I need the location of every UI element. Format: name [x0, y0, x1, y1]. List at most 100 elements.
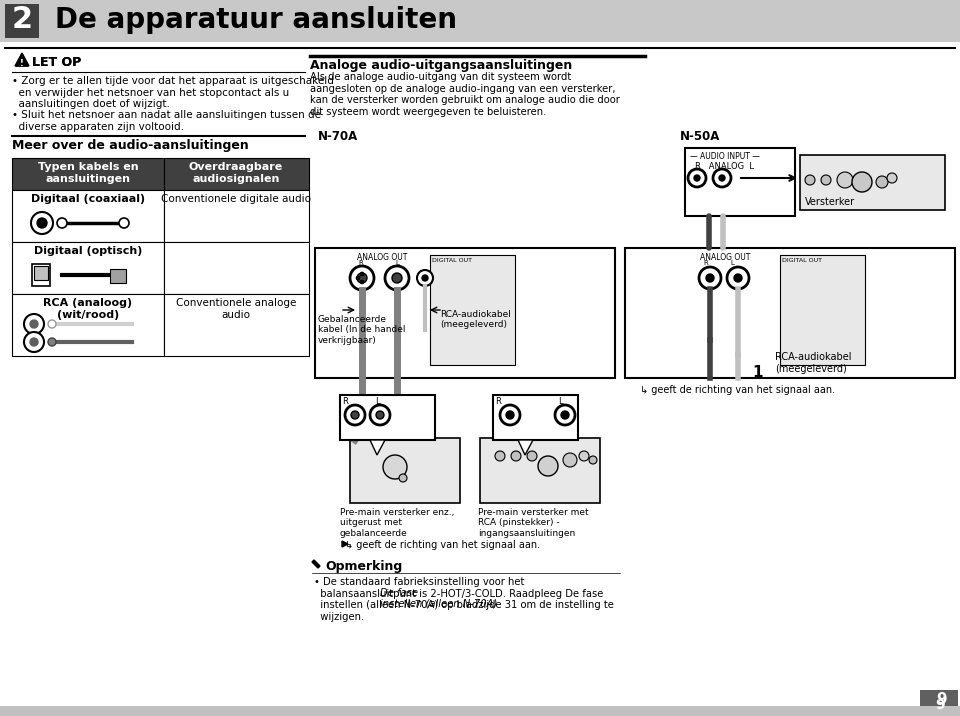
Text: De fase: De fase: [380, 588, 418, 598]
Circle shape: [694, 175, 700, 181]
Circle shape: [351, 411, 359, 419]
Bar: [12, 190, 164, 242]
Text: De apparatuur aansluiten: De apparatuur aansluiten: [55, 6, 457, 34]
Circle shape: [30, 320, 38, 328]
Circle shape: [31, 212, 53, 234]
Circle shape: [527, 451, 537, 461]
Bar: [0, 0, 960, 42]
Bar: [34, 266, 48, 280]
Text: L: L: [730, 260, 733, 266]
Circle shape: [376, 411, 384, 419]
Bar: [625, 248, 955, 378]
Polygon shape: [15, 53, 29, 66]
Text: 9: 9: [936, 692, 947, 707]
Text: Overdraagbare
audiosignalen: Overdraagbare audiosignalen: [189, 162, 283, 183]
Bar: [430, 255, 515, 365]
Bar: [12, 294, 164, 356]
Text: Opmerking: Opmerking: [325, 560, 402, 573]
Circle shape: [30, 338, 38, 346]
Circle shape: [48, 338, 56, 346]
Text: 1: 1: [752, 365, 762, 380]
Circle shape: [357, 273, 367, 283]
Circle shape: [350, 266, 374, 290]
Text: Pre-main versterker met
RCA (pinstekker) -
ingangsaansluitingen: Pre-main versterker met RCA (pinstekker)…: [478, 508, 588, 538]
Circle shape: [119, 218, 129, 228]
Text: RCA-audiokabel
(meegeleverd): RCA-audiokabel (meegeleverd): [775, 352, 852, 374]
Text: Digitaal (coaxiaal): Digitaal (coaxiaal): [31, 194, 145, 204]
Circle shape: [399, 474, 407, 482]
Circle shape: [538, 456, 558, 476]
Circle shape: [417, 270, 433, 286]
Text: RCA-audiokabel
(meegeleverd): RCA-audiokabel (meegeleverd): [440, 310, 511, 329]
Bar: [110, 269, 126, 283]
Circle shape: [392, 273, 402, 283]
Text: 9: 9: [935, 698, 945, 712]
Circle shape: [887, 173, 897, 183]
Bar: [800, 155, 945, 210]
Circle shape: [24, 314, 44, 334]
Circle shape: [688, 169, 706, 187]
Bar: [315, 248, 615, 378]
Text: !: !: [20, 59, 24, 69]
Circle shape: [500, 405, 520, 425]
Circle shape: [837, 172, 853, 188]
Text: LET OP: LET OP: [32, 56, 82, 69]
Text: L: L: [558, 397, 563, 406]
Text: • Zorg er te allen tijde voor dat het apparaat is uitgeschakeld
  en verwijder h: • Zorg er te allen tijde voor dat het ap…: [12, 76, 334, 110]
Circle shape: [589, 456, 597, 464]
Text: DIGITAL OUT: DIGITAL OUT: [432, 258, 472, 263]
Bar: [164, 242, 309, 294]
Bar: [164, 190, 309, 242]
Text: Pre-main versterker enz.,
uitgerust met
gebalanceerde: Pre-main versterker enz., uitgerust met …: [340, 508, 454, 538]
Text: — AUDIO INPUT —: — AUDIO INPUT —: [690, 152, 760, 161]
Polygon shape: [16, 54, 28, 66]
Bar: [493, 395, 578, 440]
Text: Meer over de audio-aansluitingen: Meer over de audio-aansluitingen: [12, 139, 249, 152]
Text: ↳ geeft de richting van het signaal aan.: ↳ geeft de richting van het signaal aan.: [640, 385, 835, 395]
Text: ANALOG OUT: ANALOG OUT: [700, 253, 751, 262]
Circle shape: [385, 266, 409, 290]
Text: Versterker: Versterker: [804, 197, 855, 207]
Circle shape: [370, 405, 390, 425]
Circle shape: [734, 274, 742, 282]
Bar: [32, 264, 50, 286]
Bar: [480, 438, 600, 503]
Bar: [164, 158, 309, 190]
Text: ↳ geeft de richting van het signaal aan.: ↳ geeft de richting van het signaal aan.: [345, 540, 540, 550]
Text: Analoge audio-uitgangsaansluitingen: Analoge audio-uitgangsaansluitingen: [310, 59, 572, 72]
Bar: [0, 0, 960, 42]
Circle shape: [360, 272, 364, 276]
Circle shape: [422, 275, 428, 281]
Circle shape: [719, 175, 725, 181]
Text: instellen (alleen N-70A): instellen (alleen N-70A): [380, 598, 497, 608]
Text: Als de analoge audio-uitgang van dit systeem wordt
aangesloten op de analoge aud: Als de analoge audio-uitgang van dit sys…: [310, 72, 620, 117]
Text: !: !: [15, 58, 19, 67]
Circle shape: [706, 274, 714, 282]
Bar: [5, 4, 39, 38]
Circle shape: [805, 175, 815, 185]
Circle shape: [24, 332, 44, 352]
Text: DIGITAL OUT: DIGITAL OUT: [782, 258, 822, 263]
Polygon shape: [518, 440, 533, 455]
Polygon shape: [370, 440, 385, 455]
Text: N-70A: N-70A: [318, 130, 358, 143]
Text: Conventionele digitale audio: Conventionele digitale audio: [161, 194, 311, 204]
Circle shape: [356, 276, 360, 280]
Bar: [340, 395, 435, 440]
Circle shape: [383, 455, 407, 479]
Text: RCA (analoog)
(wit/rood): RCA (analoog) (wit/rood): [43, 298, 132, 319]
Circle shape: [579, 451, 589, 461]
Text: !: !: [16, 67, 20, 77]
Text: R   ANALOG  L: R ANALOG L: [695, 162, 754, 171]
Circle shape: [699, 267, 721, 289]
Bar: [920, 690, 958, 712]
Circle shape: [876, 176, 888, 188]
Circle shape: [48, 320, 56, 328]
Circle shape: [495, 451, 505, 461]
Bar: [0, 706, 960, 716]
Text: Conventionele analoge
audio: Conventionele analoge audio: [176, 298, 297, 319]
Circle shape: [563, 453, 577, 467]
Text: L: L: [395, 260, 398, 266]
Text: ANALOG OUT: ANALOG OUT: [357, 253, 407, 262]
Circle shape: [506, 411, 514, 419]
